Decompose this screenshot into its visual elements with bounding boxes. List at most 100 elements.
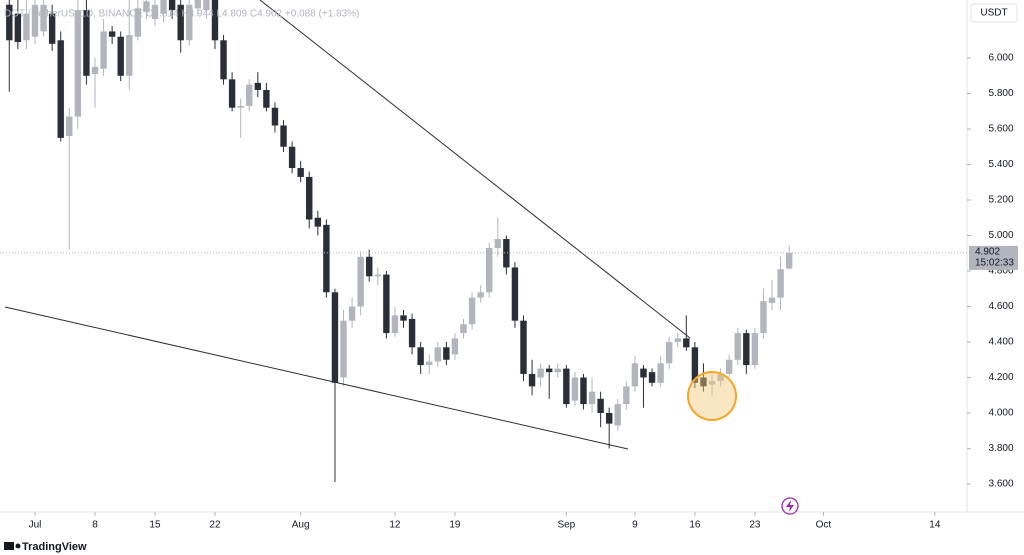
candle-body (725, 359, 733, 374)
candle-body (571, 377, 579, 401)
y-tick-label: 5.200 (988, 195, 1013, 206)
candle-body (743, 333, 750, 366)
logo[interactable]: TradingView (4, 541, 87, 553)
candle-body (100, 31, 107, 69)
candle-body (23, 13, 30, 41)
candle-body (271, 107, 279, 126)
candle-body (168, 0, 176, 11)
candle-body (83, 10, 90, 76)
candle-body (151, 4, 159, 19)
candle-body (623, 386, 630, 405)
candle-body (331, 292, 339, 383)
last-price-tag (969, 245, 1018, 270)
x-tick-label: 12 (389, 520, 401, 531)
candle-body (468, 297, 476, 325)
candle-body (537, 368, 544, 378)
candle-body (580, 377, 587, 405)
candle-body (511, 267, 519, 321)
candle-body (254, 82, 262, 90)
candle-body (546, 368, 553, 373)
x-tick-label: Oct (816, 520, 832, 531)
candle-body (306, 176, 313, 220)
candle-body (126, 34, 133, 76)
currency[interactable]: USDT (980, 8, 1007, 19)
candle-body (648, 372, 656, 383)
x-tick-label: Sep (557, 520, 575, 531)
candle-body (108, 31, 116, 37)
candle-body (220, 40, 227, 80)
candle-body (374, 274, 381, 277)
candle-body (777, 269, 784, 298)
branding[interactable]: TradingView (22, 541, 87, 553)
candle-body (186, 4, 193, 41)
y-tick-label: 3.800 (988, 443, 1013, 454)
candle-body (443, 347, 450, 360)
candle-body (14, 13, 22, 43)
x-tick-label: Jul (29, 520, 42, 531)
y-tick-label: 4.000 (988, 408, 1013, 419)
candle-body (143, 1, 150, 12)
candle-body (683, 338, 690, 348)
x-tick-label: 16 (689, 520, 701, 531)
candle-body (760, 301, 767, 334)
candle-body (691, 347, 699, 383)
y-tick-label: 5.000 (988, 230, 1013, 241)
y-tick-label: 6.000 (988, 53, 1013, 64)
x-tick-label: 19 (449, 520, 461, 531)
candle-body (477, 292, 484, 298)
candle-body (520, 320, 527, 374)
candle-body (203, 0, 210, 11)
candle-body (91, 66, 99, 75)
candle-body (66, 116, 73, 137)
candle-body (614, 404, 621, 426)
candle-body (708, 381, 716, 385)
candle-body (631, 363, 639, 387)
y-tick-label: 4.200 (988, 372, 1013, 383)
x-tick-label: 23 (749, 520, 761, 531)
x-tick-label: 22 (209, 520, 221, 531)
y-tick-label: 4.400 (988, 337, 1013, 348)
candle-body (426, 361, 433, 366)
candle-body (486, 247, 493, 293)
candle-body (117, 36, 124, 76)
candle-body (40, 4, 47, 32)
candle-body (237, 105, 244, 108)
candle-body (6, 4, 13, 41)
candle-body (605, 412, 613, 424)
candle-body (177, 4, 184, 41)
candle-body (768, 297, 776, 303)
currency-box[interactable] (970, 3, 1018, 23)
candle-body (48, 13, 56, 44)
candle-body (597, 398, 604, 413)
candle-body (383, 274, 390, 334)
candle-body (588, 391, 596, 405)
candle-body (503, 239, 510, 268)
candle-body (494, 239, 501, 248)
candle-body (408, 318, 416, 348)
candle-body (400, 315, 407, 321)
event-icon-bolt (786, 500, 794, 512)
candle-body (340, 320, 347, 378)
candle-body (280, 125, 287, 147)
candle-body (734, 333, 741, 360)
candle-body (211, 0, 219, 41)
highlight-circle (687, 371, 737, 421)
x-tick-label: 15 (149, 520, 161, 531)
candle-body (665, 341, 673, 364)
candle-body (528, 373, 536, 387)
candle-body (348, 306, 356, 321)
candle-body (31, 4, 39, 37)
candle-body (563, 368, 570, 405)
candle-body (674, 338, 681, 342)
candle-body (228, 79, 236, 108)
candle-body (263, 89, 270, 108)
candle-body (314, 217, 322, 227)
candle-body (366, 256, 373, 277)
trend-line (259, 0, 691, 339)
candle-body (434, 347, 441, 362)
candle-body (357, 256, 364, 307)
candle-body (751, 333, 759, 366)
y-tick-label: 4.800 (988, 266, 1013, 277)
y-tick-label: 3.600 (988, 479, 1013, 490)
